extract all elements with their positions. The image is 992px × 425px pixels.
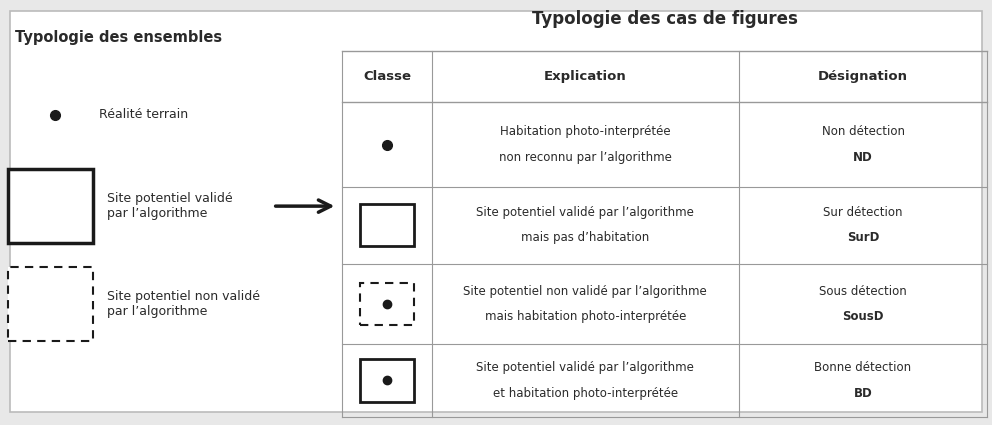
- Text: Désignation: Désignation: [818, 70, 908, 83]
- Text: Site potentiel validé par l’algorithme: Site potentiel validé par l’algorithme: [476, 206, 694, 219]
- Text: Habitation photo-interprétée: Habitation photo-interprétée: [500, 125, 671, 138]
- Text: Sous détection: Sous détection: [819, 285, 907, 297]
- Text: Classe: Classe: [363, 70, 411, 83]
- Text: Sur détection: Sur détection: [823, 206, 903, 219]
- Text: BD: BD: [854, 387, 872, 399]
- Bar: [8, 267, 92, 341]
- Text: Réalité terrain: Réalité terrain: [99, 108, 188, 121]
- Text: ND: ND: [853, 151, 873, 164]
- Bar: [359, 204, 415, 246]
- Text: Explication: Explication: [544, 70, 627, 83]
- Text: Non détection: Non détection: [821, 125, 905, 138]
- Text: mais habitation photo-interprétée: mais habitation photo-interprétée: [485, 310, 685, 323]
- Text: non reconnu par l’algorithme: non reconnu par l’algorithme: [499, 151, 672, 164]
- Text: Site potentiel validé
par l’algorithme: Site potentiel validé par l’algorithme: [107, 192, 233, 220]
- Text: SurD: SurD: [847, 232, 879, 244]
- Text: Site potentiel non validé
par l’algorithme: Site potentiel non validé par l’algorith…: [107, 290, 260, 318]
- Text: Site potentiel validé par l’algorithme: Site potentiel validé par l’algorithme: [476, 361, 694, 374]
- Text: mais pas d’habitation: mais pas d’habitation: [521, 232, 650, 244]
- Text: Bonne détection: Bonne détection: [814, 361, 912, 374]
- Text: Typologie des cas de figures: Typologie des cas de figures: [532, 10, 798, 28]
- Bar: [8, 169, 92, 243]
- Text: Site potentiel non validé par l’algorithme: Site potentiel non validé par l’algorith…: [463, 285, 707, 297]
- Text: SousD: SousD: [842, 310, 884, 323]
- Bar: [359, 359, 415, 402]
- Bar: [359, 283, 415, 325]
- Text: et habitation photo-interprétée: et habitation photo-interprétée: [493, 387, 678, 399]
- Text: Typologie des ensembles: Typologie des ensembles: [15, 30, 222, 45]
